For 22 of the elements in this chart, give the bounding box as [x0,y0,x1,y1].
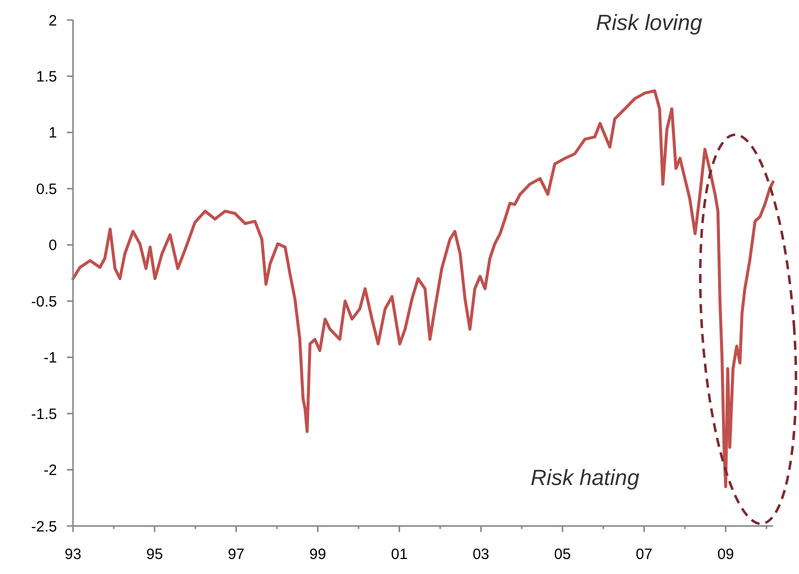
annotation: Risk hating [530,465,640,490]
y-tick-label: -2 [44,462,57,480]
x-tick-label: 03 [472,546,490,563]
x-tick-label: 09 [717,546,734,563]
y-tick-label: -1 [44,350,57,367]
y-tick-label: 2 [48,12,57,30]
y-tick-label: -1.5 [31,406,57,423]
y-tick-label: 1 [48,124,57,142]
x-tick-label: 97 [228,546,245,563]
x-tick-label: 93 [64,546,82,563]
y-tick-label: -2.5 [31,518,57,536]
y-tick-label: 0 [48,237,57,254]
x-tick-label: 01 [390,546,408,563]
x-tick-label: 07 [636,546,652,563]
x-tick-label: 95 [146,546,163,563]
x-tick-label: 05 [554,546,571,563]
annotation: Risk loving [596,10,703,35]
y-tick-label: 0.5 [36,180,57,198]
y-tick-label: -0.5 [31,293,57,310]
line-series [72,89,774,488]
x-tick-label: 99 [309,546,326,563]
y-tick-label: 1.5 [36,68,57,86]
